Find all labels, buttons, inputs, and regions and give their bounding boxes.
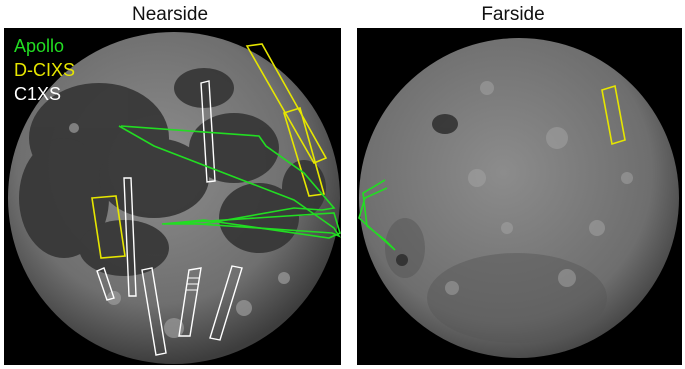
farside-craters (445, 81, 633, 295)
nearside-moon-map: Apollo D-CIXS C1XS (8, 32, 341, 364)
dcixs-footprints (91, 43, 328, 259)
apollo-track-3 (161, 212, 341, 239)
dcixs-farside-strip (601, 84, 626, 146)
apollo-farside-track (358, 179, 396, 251)
c1xs-footprints (96, 80, 243, 356)
dcixs-strip-3 (91, 195, 126, 259)
apollo-ground-tracks (118, 125, 341, 239)
farside-panel (357, 28, 682, 365)
nearside-panel: Apollo D-CIXS C1XS (4, 28, 341, 365)
nearside-title: Nearside (131, 4, 209, 25)
c1xs-strip-6 (209, 265, 243, 341)
c1xs-strip-4 (141, 267, 167, 356)
nearside-maria (19, 68, 326, 276)
apollo-track-2 (118, 125, 341, 238)
dcixs-strip-1 (245, 43, 328, 165)
c1xs-strip-3 (96, 267, 115, 301)
legend-apollo: Apollo (14, 36, 65, 56)
legend-dcixs: D-CIXS (14, 60, 76, 80)
c1xs-strip-5-ticks (186, 277, 200, 291)
legend-c1xs: C1XS (14, 84, 62, 104)
farside-title: Farside (481, 4, 545, 25)
c1xs-strip-1 (200, 80, 216, 183)
c1xs-strip-2 (123, 177, 137, 297)
dcixs-strip-2 (283, 106, 326, 197)
farside-moon-map (358, 38, 679, 358)
c1xs-strip-5 (178, 267, 202, 337)
legend: Apollo D-CIXS C1XS (14, 34, 75, 106)
